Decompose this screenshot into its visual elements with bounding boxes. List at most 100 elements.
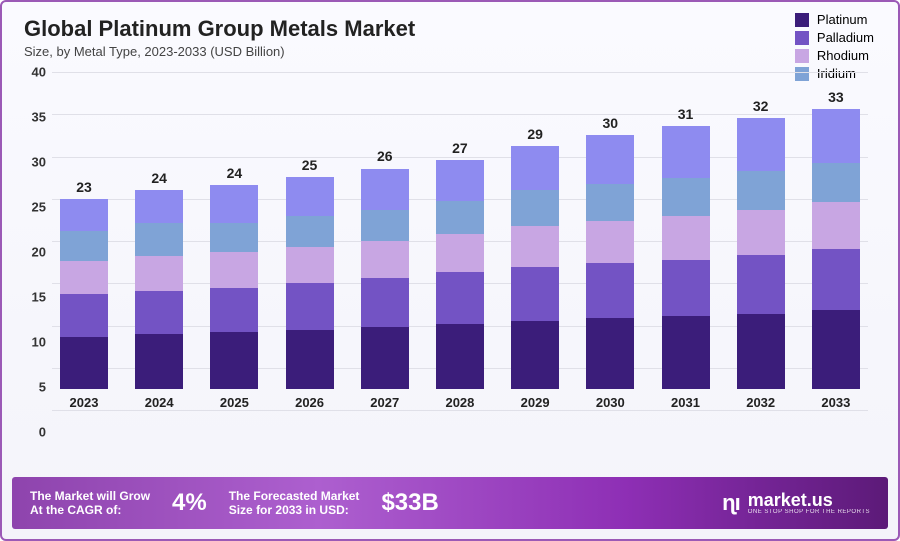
chart-subtitle: Size, by Metal Type, 2023-2033 (USD Bill… [24, 44, 415, 59]
legend-label: Rhodium [817, 48, 869, 63]
x-category-label: 2023 [70, 395, 99, 410]
bar-segment [737, 171, 785, 210]
legend-swatch [795, 31, 809, 45]
chart-area: 0510152025303540 23202324202424202525202… [52, 72, 868, 432]
bar-stack: 31 [662, 126, 710, 389]
x-category-label: 2028 [445, 395, 474, 410]
bar-segment [812, 249, 860, 311]
bar-segment [286, 283, 334, 329]
y-axis: 0510152025303540 [16, 72, 52, 432]
bar-column: 26 2027 [359, 168, 411, 410]
bar-column: 30 2030 [584, 135, 636, 410]
bar-segment [511, 146, 559, 191]
legend-label: Palladium [817, 30, 874, 45]
bar-segment [60, 337, 108, 389]
bar-stack: 24 [135, 190, 183, 389]
bar-column: 24 2024 [133, 190, 185, 410]
bar-segment [586, 184, 634, 221]
bar-segment [436, 201, 484, 233]
bar-segment [737, 255, 785, 314]
bar-segment [361, 327, 409, 389]
y-tick-label: 15 [32, 290, 46, 305]
bar-total-label: 30 [586, 115, 634, 131]
legend-item: Platinum [795, 12, 874, 27]
chart-header: Global Platinum Group Metals Market Size… [24, 16, 415, 59]
x-category-label: 2033 [821, 395, 850, 410]
bar-segment [361, 169, 409, 210]
bar-column: 332033 [810, 109, 862, 410]
bar-total-label: 23 [60, 179, 108, 195]
bar-segment [812, 202, 860, 248]
bar-stack: 23 [60, 199, 108, 389]
x-category-label: 2024 [145, 395, 174, 410]
y-tick-label: 35 [32, 110, 46, 125]
bar-segment [662, 316, 710, 389]
bar-segment [361, 210, 409, 241]
bar-segment [511, 321, 559, 389]
bar-segment [135, 291, 183, 334]
bar-segment [361, 278, 409, 327]
bar-column: 242025 [208, 185, 260, 410]
brand: ɳı market.us ONE STOP SHOP FOR THE REPOR… [722, 490, 870, 516]
x-category-label: 2025 [220, 395, 249, 410]
bar-segment [60, 231, 108, 261]
bar-segment [662, 178, 710, 216]
bar-segment [210, 288, 258, 333]
brand-tagline: ONE STOP SHOP FOR THE REPORTS [748, 509, 870, 515]
bar-total-label: 26 [361, 148, 409, 164]
y-tick-label: 25 [32, 200, 46, 215]
bar-stack: 26 [361, 168, 409, 389]
bar-stack: 32 [737, 118, 785, 389]
bar-total-label: 24 [210, 165, 258, 181]
bar-segment [586, 318, 634, 389]
bar-stack: 25 [286, 177, 334, 389]
bar-total-label: 24 [135, 170, 183, 186]
bar-total-label: 31 [662, 106, 710, 122]
bar-segment [210, 252, 258, 287]
bar-segment [737, 210, 785, 255]
bar-segment [60, 261, 108, 295]
bar-stack: 30 [586, 135, 634, 389]
x-category-label: 2032 [746, 395, 775, 410]
y-tick-label: 20 [32, 245, 46, 260]
x-category-label: 2031 [671, 395, 700, 410]
bar-total-label: 33 [812, 89, 860, 105]
bar-segment [586, 135, 634, 184]
footer-banner: The Market will GrowAt the CAGR of: 4% T… [12, 477, 888, 529]
bar-segment [436, 234, 484, 273]
bar-total-label: 32 [737, 98, 785, 114]
bar-segment [286, 330, 334, 389]
bars-container: 2320232420242420252520262620272720282920… [52, 72, 868, 410]
bar-segment [812, 109, 860, 163]
bar-total-label: 29 [511, 126, 559, 142]
bar-stack: 27 [436, 160, 484, 389]
bar-segment [511, 267, 559, 320]
y-tick-label: 40 [32, 65, 46, 80]
bar-segment [737, 314, 785, 389]
bar-column: 27 2028 [434, 160, 486, 410]
brand-logo-icon: ɳı [722, 490, 740, 516]
bar-total-label: 25 [286, 157, 334, 173]
y-tick-label: 0 [39, 425, 46, 440]
bar-segment [135, 190, 183, 223]
bar-column: 292029 [509, 146, 561, 410]
legend-item: Palladium [795, 30, 874, 45]
x-category-label: 2030 [596, 395, 625, 410]
legend-swatch [795, 13, 809, 27]
bar-segment [511, 226, 559, 267]
cagr-value: 4% [172, 489, 207, 517]
brand-name: market.us [748, 491, 870, 509]
legend-label: Platinum [817, 12, 868, 27]
bar-segment [135, 334, 183, 389]
x-category-label: 2029 [521, 395, 550, 410]
bar-segment [436, 272, 484, 324]
x-category-label: 2027 [370, 395, 399, 410]
bar-segment [210, 223, 258, 253]
chart-frame: Global Platinum Group Metals Market Size… [0, 0, 900, 541]
bar-segment [812, 310, 860, 389]
forecast-value: $33B [381, 489, 438, 517]
bar-segment [135, 256, 183, 291]
bar-segment [361, 241, 409, 278]
bar-segment [511, 190, 559, 225]
bar-segment [286, 247, 334, 283]
